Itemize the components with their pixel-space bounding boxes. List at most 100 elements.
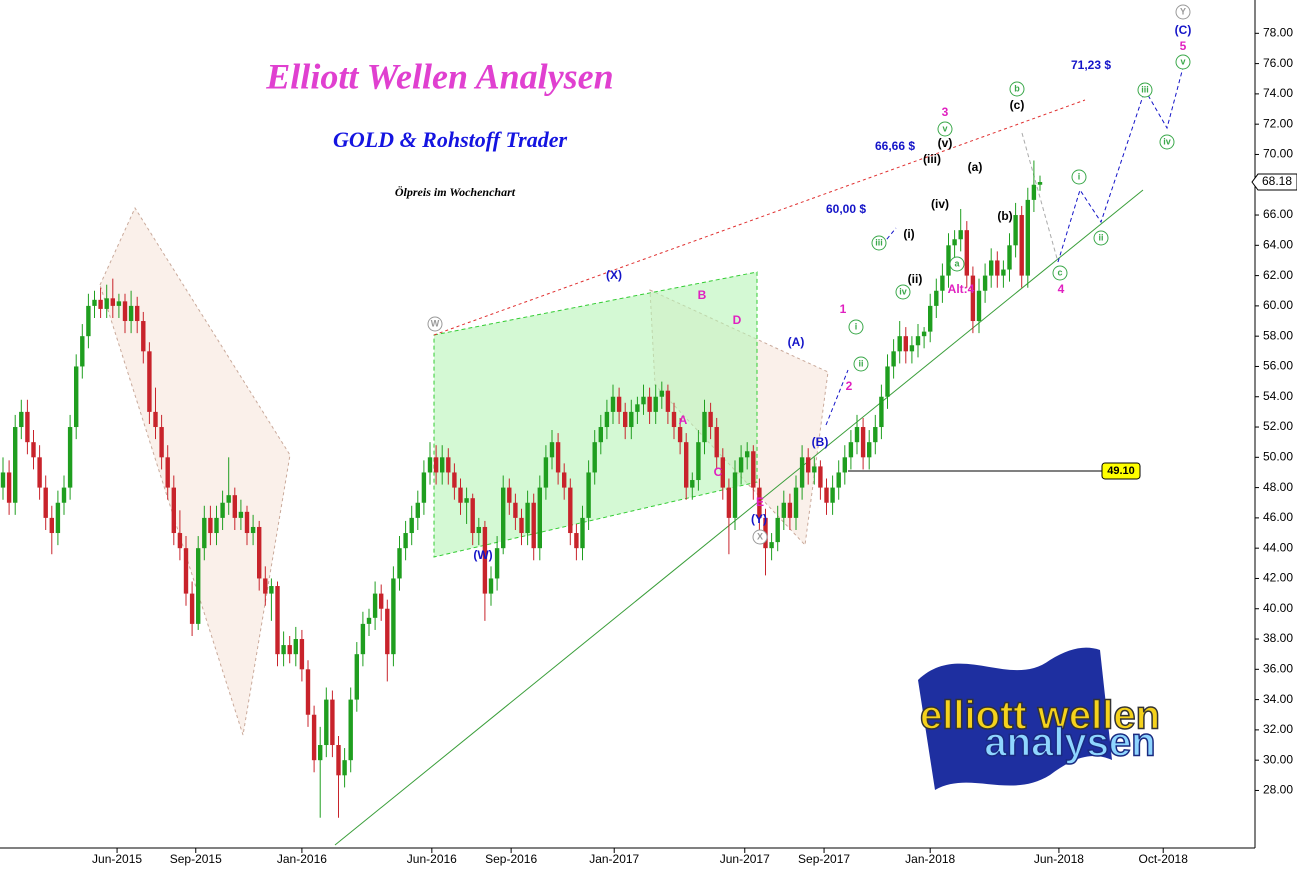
- wave-label: (iii): [923, 152, 941, 166]
- wave-circle: [848, 319, 864, 335]
- candle-body: [37, 457, 42, 488]
- candle-body: [982, 275, 988, 291]
- wave-circle: [1175, 54, 1191, 70]
- candle-body: [928, 305, 933, 332]
- wave-label: A: [679, 413, 688, 427]
- y-tick-label: 60.00: [1263, 298, 1293, 312]
- candle-body: [507, 487, 512, 503]
- candle-body: [598, 427, 603, 443]
- candle-body: [263, 578, 268, 594]
- x-tick-label: Jan-2016: [277, 852, 327, 866]
- candle-body: [135, 305, 140, 322]
- candle-body: [165, 457, 170, 488]
- candle-body: [702, 411, 707, 443]
- wave-circle: [1137, 82, 1153, 98]
- wave-label: (Y): [751, 512, 767, 526]
- y-tick-label: 64.00: [1263, 237, 1293, 251]
- wave-label: 4: [1058, 282, 1065, 296]
- candle-body: [732, 472, 738, 518]
- y-tick-label: 42.00: [1263, 571, 1293, 585]
- candle-body: [873, 427, 878, 443]
- candle-body: [1007, 245, 1012, 270]
- candle-body: [494, 548, 500, 579]
- wave-label: E: [756, 495, 764, 509]
- candle-body: [281, 645, 286, 655]
- candle-body: [1019, 215, 1024, 276]
- candle-body: [616, 396, 622, 412]
- candle-body: [586, 472, 591, 518]
- candle-body: [659, 390, 664, 397]
- candle-body: [318, 745, 323, 761]
- candle-body: [324, 699, 329, 746]
- candle-body: [915, 336, 921, 346]
- wave-label: ii: [858, 358, 863, 368]
- wave-label: 3: [942, 105, 949, 119]
- candle-body: [6, 472, 12, 503]
- candle-body: [226, 495, 231, 503]
- candle-body: [153, 411, 158, 428]
- wave-label: C: [714, 465, 723, 479]
- candle-body: [653, 396, 658, 412]
- x-tick-label: Sep-2015: [170, 852, 222, 866]
- candle-body: [799, 457, 805, 488]
- x-tick-label: Jan-2018: [905, 852, 955, 866]
- candle-body: [43, 487, 48, 518]
- candle-body: [360, 623, 366, 655]
- candle-body: [1013, 215, 1018, 246]
- candle-body: [128, 305, 134, 322]
- candle-body: [342, 760, 347, 776]
- x-tick-label: Oct-2018: [1139, 852, 1189, 866]
- candle-body: [92, 299, 97, 306]
- projection: [1021, 132, 1059, 263]
- candle-body: [482, 526, 488, 594]
- candle-body: [757, 487, 762, 518]
- candle-body: [555, 442, 561, 473]
- candle-body: [122, 301, 128, 322]
- candle-body: [940, 275, 945, 291]
- y-tick-label: 32.00: [1263, 722, 1293, 736]
- x-tick-label: Jun-2015: [92, 852, 142, 866]
- wave-label: B: [698, 288, 707, 302]
- candle-body: [830, 487, 835, 503]
- candle-body: [1031, 184, 1037, 200]
- candle-body: [348, 699, 353, 761]
- wave-label: X: [757, 531, 763, 541]
- candle-body: [665, 390, 671, 412]
- candle-body: [818, 466, 823, 488]
- candle-body: [0, 472, 6, 488]
- candle-body: [147, 351, 152, 412]
- wave-circle: [895, 284, 911, 300]
- wave-circle: [871, 235, 887, 251]
- wave-label: Y: [1180, 6, 1186, 16]
- candle-body: [696, 442, 701, 481]
- wave-circle: [1052, 265, 1068, 281]
- candle-body: [568, 487, 573, 534]
- candle-body: [708, 411, 713, 428]
- wave-label: v: [1180, 56, 1185, 66]
- level-label: 49.10: [1107, 465, 1135, 477]
- candle-body: [31, 442, 36, 458]
- candle-body: [690, 480, 695, 488]
- candle-body: [537, 487, 542, 549]
- candle-body: [409, 517, 414, 534]
- candle-body: [592, 442, 597, 473]
- candle-body: [623, 411, 628, 428]
- candle-body: [604, 411, 610, 428]
- candle-body: [98, 299, 103, 309]
- candle-body: [13, 427, 18, 503]
- candle-body: [116, 301, 122, 306]
- candle-body: [836, 472, 841, 488]
- candle-body: [964, 230, 969, 276]
- y-tick-label: 70.00: [1263, 147, 1293, 161]
- logo-flag: [918, 647, 1112, 790]
- candle-body: [934, 290, 939, 306]
- wave-label: b: [1014, 83, 1020, 93]
- candle-body: [464, 498, 469, 503]
- candle-body: [421, 472, 427, 503]
- candle-body: [80, 336, 85, 367]
- wave-label: a: [954, 258, 960, 268]
- candle-body: [958, 230, 963, 240]
- candle-body: [67, 427, 73, 488]
- wave-circle: [1009, 81, 1025, 97]
